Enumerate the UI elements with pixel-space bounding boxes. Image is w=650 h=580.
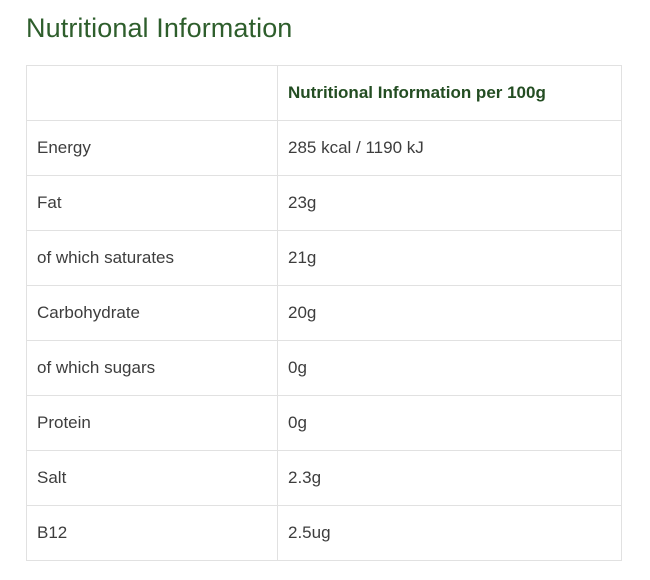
table-row: of which sugars 0g [26, 340, 622, 396]
page-title: Nutritional Information [26, 13, 293, 43]
nutrient-label: Carbohydrate [26, 285, 278, 341]
nutrient-value: 2.5ug [277, 505, 622, 561]
nutrient-value: 285 kcal / 1190 kJ [277, 120, 622, 176]
nutrient-label: B12 [26, 505, 278, 561]
table-row: B12 2.5ug [26, 505, 622, 561]
nutrient-label: Fat [26, 175, 278, 231]
nutrient-label: Protein [26, 395, 278, 451]
table-row: Protein 0g [26, 395, 622, 451]
nutrition-table: Nutritional Information per 100g Energy … [26, 65, 622, 561]
nutrient-label: Salt [26, 450, 278, 506]
nutrient-label: of which sugars [26, 340, 278, 396]
table-header-row: Nutritional Information per 100g [26, 65, 622, 121]
nutrient-value: 21g [277, 230, 622, 286]
nutrient-value: 23g [277, 175, 622, 231]
nutrient-value: 0g [277, 395, 622, 451]
nutrient-label: of which saturates [26, 230, 278, 286]
header-cell-nutrient [26, 65, 278, 121]
nutrient-value: 0g [277, 340, 622, 396]
table-row: Fat 23g [26, 175, 622, 231]
header-cell-per-100g: Nutritional Information per 100g [277, 65, 622, 121]
nutrient-value: 20g [277, 285, 622, 341]
table-row: Salt 2.3g [26, 450, 622, 506]
table-row: Carbohydrate 20g [26, 285, 622, 341]
table-row: of which saturates 21g [26, 230, 622, 286]
table-row: Energy 285 kcal / 1190 kJ [26, 120, 622, 176]
nutrient-label: Energy [26, 120, 278, 176]
nutrient-value: 2.3g [277, 450, 622, 506]
